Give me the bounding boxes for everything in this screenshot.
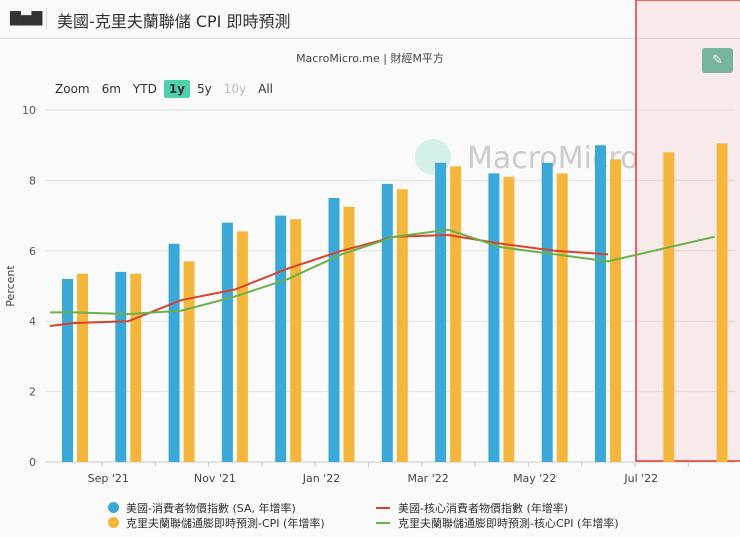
bar-cleveland-cpi bbox=[610, 159, 621, 462]
y-tick-label: 6 bbox=[29, 245, 36, 258]
zoom-1y[interactable]: 1y bbox=[163, 80, 190, 98]
page-title: 美國-克里夫蘭聯儲 CPI 即時預測 bbox=[57, 12, 291, 31]
legend-item[interactable]: 美國-消費者物價指數 (SA, 年增率) bbox=[108, 500, 325, 515]
legend-line-icon bbox=[376, 521, 390, 524]
bar-us-cpi bbox=[381, 183, 393, 463]
x-tick-label: Mar '22 bbox=[407, 472, 448, 485]
legend-label: 美國-消費者物價指數 (SA, 年增率) bbox=[126, 501, 296, 515]
bar-chart-icon[interactable]: ▇▅▇ bbox=[10, 10, 43, 26]
y-tick-label: 10 bbox=[22, 104, 36, 117]
edit-button[interactable]: ✎ bbox=[702, 48, 733, 73]
bar-cleveland-cpi bbox=[290, 219, 302, 462]
bar-cleveland-cpi bbox=[77, 273, 88, 462]
x-tick-label: Sep '21 bbox=[88, 472, 129, 485]
x-tick-label: Jan '22 bbox=[302, 472, 340, 485]
zoom-10y[interactable]: 10y bbox=[223, 82, 247, 96]
bar-us-cpi bbox=[595, 145, 606, 462]
legend-dot-icon bbox=[108, 517, 119, 528]
line-us-core-cpi bbox=[49, 233, 609, 327]
bar-us-cpi bbox=[62, 278, 73, 462]
legend-item[interactable]: 克里夫蘭聯儲通膨即時預測-核心CPI (年增率) bbox=[376, 515, 619, 530]
legend-dot-icon bbox=[108, 502, 119, 513]
bar-us-cpi bbox=[275, 215, 287, 462]
chart: 0 2 4 6 8 10 Percent MacroMicro Sep '21 Nov '21 Ja… bbox=[4, 0, 740, 485]
bar-us-cpi bbox=[488, 173, 500, 463]
bar-cleveland-cpi bbox=[396, 189, 408, 462]
pencil-icon: ✎ bbox=[712, 53, 723, 68]
bar-cleveland-cpi bbox=[130, 273, 142, 462]
watermark: MacroMicro bbox=[467, 141, 639, 176]
y-tick-label: 0 bbox=[29, 456, 36, 469]
bar-us-cpi bbox=[435, 162, 447, 463]
y-axis-label: Percent bbox=[4, 265, 17, 307]
header: ▇▅▇ 美國-克里夫蘭聯儲 CPI 即時預測 bbox=[0, 0, 740, 39]
legend-label: 克里夫蘭聯儲通膨即時預測-CPI (年增率) bbox=[126, 516, 325, 530]
zoom-all[interactable]: All bbox=[258, 82, 274, 96]
bar-cleveland-cpi bbox=[236, 231, 248, 462]
y-tick-label: 2 bbox=[29, 386, 36, 399]
zoom-ytd[interactable]: YTD bbox=[132, 82, 157, 96]
legend-left: 美國-消費者物價指數 (SA, 年增率) 克里夫蘭聯儲通膨即時預測-CPI (年… bbox=[108, 500, 325, 530]
chart-source: MacroMicro.me | 財經M平方 bbox=[296, 52, 444, 65]
divider bbox=[46, 8, 47, 30]
legend-label: 美國-核心消費者物價指數 (年增率) bbox=[398, 501, 569, 515]
legend-line-icon bbox=[376, 506, 390, 509]
bar-cleveland-cpi bbox=[183, 261, 195, 462]
x-tick-label: Jul '22 bbox=[623, 472, 658, 485]
bar-us-cpi bbox=[221, 222, 233, 462]
bar-us-cpi bbox=[328, 198, 340, 462]
zoom-5y[interactable]: 5y bbox=[197, 82, 212, 96]
y-tick-label: 4 bbox=[29, 315, 36, 328]
legend-right: 美國-核心消費者物價指數 (年增率) 克里夫蘭聯儲通膨即時預測-核心CPI (年… bbox=[376, 500, 619, 530]
y-tick-label: 8 bbox=[29, 174, 36, 187]
bar-us-cpi bbox=[541, 162, 553, 463]
bar-cleveland-cpi bbox=[450, 166, 462, 462]
bar-cleveland-cpi bbox=[343, 206, 355, 462]
bar-us-cpi bbox=[168, 243, 180, 462]
bar-cleveland-cpi bbox=[503, 176, 515, 462]
zoom-label: Zoom bbox=[55, 82, 90, 96]
legend-label: 克里夫蘭聯儲通膨即時預測-核心CPI (年增率) bbox=[398, 516, 619, 530]
zoom-6m[interactable]: 6m bbox=[101, 82, 121, 96]
bar-cleveland-cpi bbox=[716, 143, 728, 462]
bar-cleveland-cpi bbox=[556, 173, 568, 463]
legend-item[interactable]: 美國-核心消費者物價指數 (年增率) bbox=[376, 500, 619, 515]
zoom-selector: Zoom 6m YTD 1y 5y 10y All bbox=[50, 80, 280, 98]
line-cleveland-core-cpi bbox=[50, 228, 715, 316]
x-tick-label: May '22 bbox=[513, 472, 556, 485]
legend-item[interactable]: 克里夫蘭聯儲通膨即時預測-CPI (年增率) bbox=[108, 515, 325, 530]
x-tick-label: Nov '21 bbox=[194, 472, 236, 485]
bar-us-cpi bbox=[115, 271, 127, 462]
bar-cleveland-cpi bbox=[663, 152, 675, 463]
